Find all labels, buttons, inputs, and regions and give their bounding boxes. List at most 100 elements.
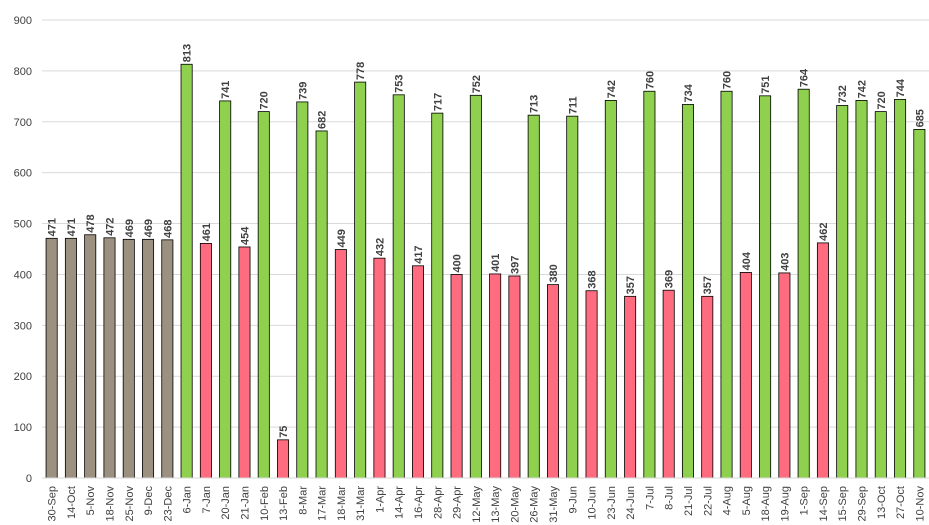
x-tick-label: 4-Aug	[722, 486, 734, 515]
y-tick-label: 600	[14, 168, 32, 180]
x-tick-label: 10-Feb	[259, 486, 271, 521]
data-label: 741	[220, 81, 232, 99]
y-tick-label: 900	[14, 15, 32, 27]
x-tick-label: 5-Aug	[741, 486, 753, 515]
bar	[662, 289, 675, 479]
bar	[527, 114, 540, 479]
bar	[624, 295, 637, 479]
bar	[103, 237, 116, 479]
data-label: 472	[104, 217, 116, 235]
gridlines	[42, 19, 929, 428]
data-label: 454	[239, 226, 251, 245]
bar	[257, 111, 270, 479]
bar	[373, 257, 386, 479]
y-tick-label: 400	[14, 269, 32, 281]
x-tick-label: 15-Sep	[837, 486, 849, 521]
x-tick-label: 25-Nov	[124, 486, 136, 522]
y-tick-label: 200	[14, 371, 32, 383]
x-tick-label: 6-Jan	[182, 486, 194, 514]
bar	[354, 81, 367, 479]
x-tick-label: 16-Apr	[413, 486, 425, 519]
x-tick-label: 18-Nov	[104, 486, 116, 522]
bar	[84, 234, 97, 479]
x-tick-label: 13-May	[490, 486, 502, 523]
x-tick-label: 21-Jan	[239, 486, 251, 520]
data-label: 720	[876, 91, 888, 109]
data-label: 778	[355, 62, 367, 80]
x-tick-label: 27-Oct	[895, 486, 907, 519]
data-label: 397	[509, 256, 521, 274]
x-tick-label: 26-May	[529, 486, 541, 523]
bar	[585, 290, 598, 479]
data-label: 711	[567, 96, 579, 114]
data-label: 720	[259, 91, 271, 109]
data-labels: 471 471 478 472 469 469 468 813 461 741 454 720 75 73…	[47, 44, 927, 438]
bar	[334, 249, 347, 479]
data-label: 368	[587, 270, 599, 288]
data-label: 813	[182, 44, 194, 62]
bar	[778, 272, 791, 479]
data-label: 432	[374, 238, 386, 256]
bar	[450, 274, 463, 479]
bar	[720, 90, 733, 479]
bar	[604, 100, 617, 479]
bar	[180, 63, 193, 479]
bar	[142, 238, 155, 479]
x-tick-label: 10-Jun	[587, 486, 599, 520]
data-label: 478	[85, 214, 97, 232]
bar	[489, 273, 502, 479]
data-label: 744	[895, 78, 907, 97]
y-tick-label: 700	[14, 117, 32, 129]
bar	[392, 94, 405, 479]
bar	[431, 112, 444, 479]
x-tick-label: 29-Sep	[857, 486, 869, 521]
bar	[701, 295, 714, 479]
x-tick-label: 7-Jan	[201, 486, 213, 514]
x-tick-label: 21-Jul	[683, 486, 695, 516]
data-label: 742	[606, 80, 618, 98]
x-tick-label: 8-Jul	[664, 486, 676, 510]
bar	[508, 275, 521, 479]
bar	[277, 439, 290, 479]
data-label: 469	[124, 219, 136, 237]
x-tick-label: 19-Aug	[779, 486, 791, 521]
x-tick-label: 18-Mar	[336, 486, 348, 521]
bar	[681, 104, 694, 479]
bar	[199, 243, 212, 479]
bar	[546, 284, 559, 479]
bar	[469, 94, 482, 479]
x-tick-label: 23-Jun	[606, 486, 618, 520]
x-tick-label: 30-Sep	[47, 486, 59, 521]
data-label: 462	[818, 223, 830, 241]
x-tick-label: 18-Aug	[760, 486, 772, 521]
data-label: 751	[760, 75, 772, 93]
data-label: 734	[683, 83, 695, 102]
data-label: 417	[413, 245, 425, 263]
data-label: 403	[779, 253, 791, 271]
data-label: 739	[297, 82, 309, 100]
x-tick-label: 17-Mar	[317, 486, 329, 521]
data-label: 380	[548, 264, 560, 282]
x-tick-label: 31-Mar	[355, 486, 367, 521]
bar	[64, 237, 77, 479]
bar	[315, 130, 328, 479]
bars	[45, 63, 926, 479]
x-tick-label: 28-Apr	[432, 486, 444, 519]
x-tick-label: 20-May	[509, 486, 521, 523]
bar	[643, 90, 656, 479]
x-tick-label: 10-Nov	[914, 486, 926, 522]
x-tick-label: 31-May	[548, 486, 560, 523]
data-label: 760	[722, 71, 734, 89]
bar	[816, 242, 829, 479]
x-tick-label: 1-Sep	[799, 486, 811, 515]
data-label: 471	[47, 218, 59, 236]
data-label: 357	[625, 276, 637, 294]
x-tick-label: 13-Oct	[876, 486, 888, 519]
x-tick-label: 13-Feb	[278, 486, 290, 521]
data-label: 685	[914, 109, 926, 127]
data-label: 753	[394, 74, 406, 92]
bar	[45, 237, 58, 479]
bar	[894, 98, 907, 479]
x-tick-label: 9-Jun	[567, 486, 579, 514]
